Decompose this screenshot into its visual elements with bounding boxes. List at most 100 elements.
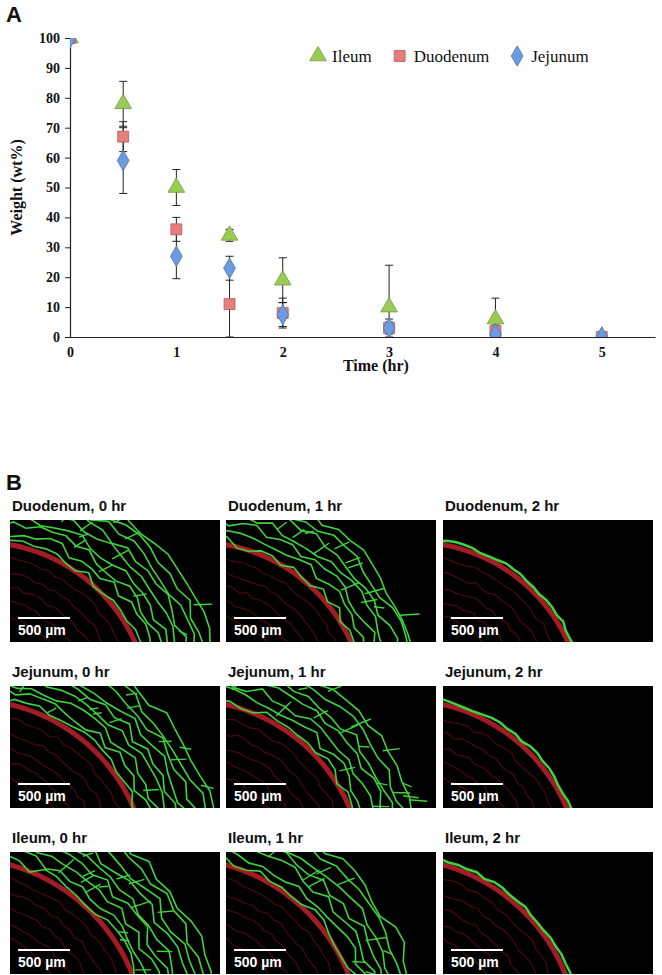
mucus (226, 686, 417, 808)
tick-label: 0 (67, 345, 74, 360)
point (224, 299, 235, 310)
mucus (179, 631, 187, 635)
micrograph (443, 852, 653, 974)
image-title: Ileum, 1 hr (228, 829, 303, 846)
tissue (443, 610, 513, 642)
error-bars (119, 122, 499, 337)
tissue (226, 555, 353, 642)
point (596, 327, 608, 337)
tissue-edge (10, 858, 146, 974)
mucus (316, 867, 330, 873)
micrograph (10, 852, 220, 974)
tick: 4 (492, 337, 499, 360)
scale-bar-label: 500 µm (234, 954, 282, 970)
mucus (226, 528, 383, 642)
tick: 10 (46, 300, 70, 315)
mucus (383, 951, 392, 955)
legend-label: Duodenum (414, 47, 490, 66)
mucus (125, 532, 140, 539)
mucus (309, 878, 325, 886)
tissue (443, 885, 552, 974)
scale-bar (234, 949, 286, 951)
image-title: Duodenum, 2 hr (445, 497, 559, 514)
tissue (443, 898, 538, 974)
point (221, 226, 238, 240)
series-points (70, 38, 608, 337)
mucus (127, 706, 139, 708)
micrograph-panel: Ileum, 2 hr500 µm (360, 829, 653, 975)
legend-marker (394, 51, 405, 62)
mucus (443, 853, 583, 974)
tissue (443, 927, 510, 974)
tissue (10, 769, 79, 808)
mucus (158, 911, 174, 912)
mucus (10, 520, 201, 642)
point (274, 271, 291, 285)
mucus (226, 520, 401, 642)
mucus (83, 853, 94, 856)
legend-marker (511, 46, 523, 66)
tick-mark (65, 277, 70, 278)
tissue (443, 556, 570, 642)
tissue (10, 610, 82, 642)
tick-label: 4 (492, 345, 499, 360)
mucus (180, 747, 191, 749)
mucus (377, 783, 388, 785)
mucus (443, 537, 588, 642)
tissue (10, 884, 120, 974)
mucus (10, 686, 217, 808)
mucus (10, 686, 190, 808)
scale-bar-label: 500 µm (18, 954, 66, 970)
tissue (226, 870, 348, 974)
micrograph (10, 520, 220, 642)
legend-item: Duodenum (394, 47, 489, 66)
mucus (314, 710, 328, 718)
tick-label: 5 (599, 345, 606, 360)
image-title: Jejunum, 1 hr (228, 663, 326, 680)
mucus (232, 686, 240, 690)
tick-mark (65, 158, 70, 159)
mucus (366, 972, 376, 974)
mucus (226, 852, 397, 974)
micrograph (443, 686, 653, 808)
mucus (171, 758, 187, 760)
mucus (99, 886, 108, 888)
mucus (119, 932, 128, 933)
scale-bar (18, 949, 70, 951)
legend: IleumDuodenumJejunum (310, 46, 589, 66)
mucus (226, 686, 425, 808)
image-title: Duodenum, 0 hr (12, 497, 126, 514)
tick: 40 (46, 210, 70, 225)
legend-marker (310, 46, 327, 60)
tick: 80 (46, 91, 70, 106)
series-points (70, 38, 607, 337)
tick-mark (65, 307, 70, 308)
mucus (334, 542, 349, 549)
y-axis: 0102030405060708090100 (39, 31, 71, 345)
tick-label: 60 (46, 151, 60, 166)
legend-item: Jejunum (511, 46, 588, 66)
tissue (10, 913, 90, 974)
mucus (10, 520, 192, 642)
mucus (116, 875, 130, 879)
point (115, 94, 132, 108)
y-axis-title: Weight (wt%) (8, 139, 26, 235)
tick-label: 70 (46, 121, 60, 136)
micrograph (226, 520, 436, 642)
mucus (226, 852, 413, 974)
tick-label: 40 (46, 210, 60, 225)
tick: 2 (280, 337, 287, 360)
mucus (10, 686, 174, 808)
mucus (85, 884, 100, 893)
tissue (226, 754, 309, 808)
point (70, 38, 76, 48)
tissue (443, 871, 566, 974)
tissue (226, 712, 351, 808)
tick-label: 90 (46, 61, 60, 76)
mucus (61, 520, 74, 522)
tick-label: 2 (280, 345, 287, 360)
mucus (10, 852, 163, 974)
mucus (80, 522, 93, 531)
mucus (409, 800, 427, 802)
micrograph-background (443, 520, 653, 642)
